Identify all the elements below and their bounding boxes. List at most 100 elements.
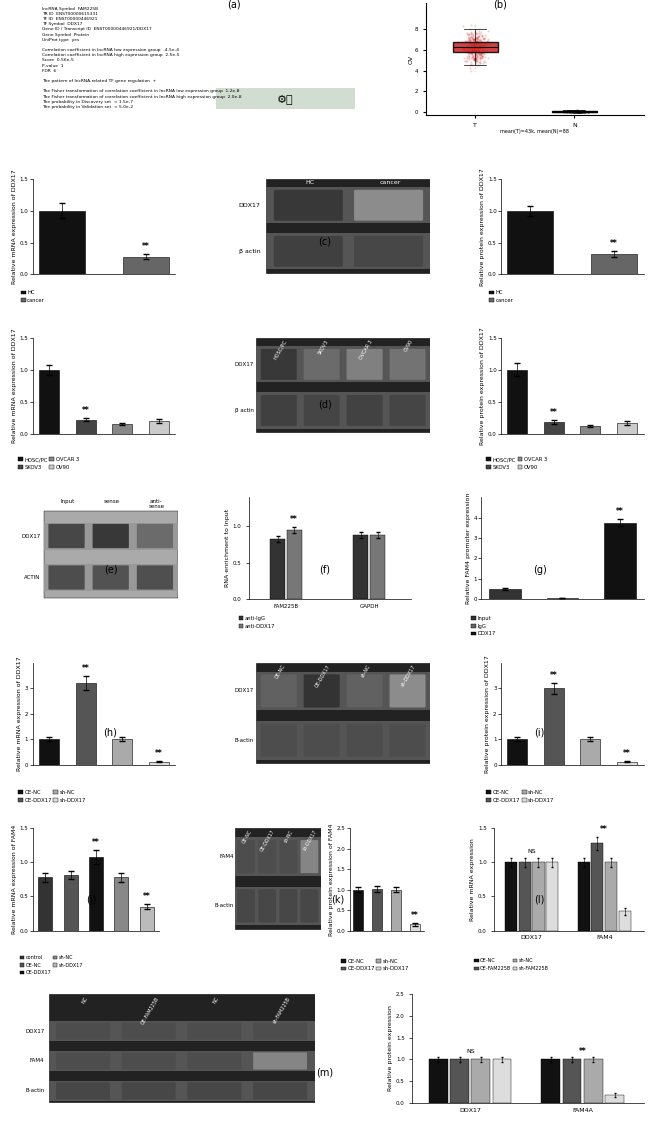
Bar	[354, 535, 369, 600]
Point	[567, 102, 577, 120]
Point	[474, 36, 485, 54]
Point	[472, 56, 482, 74]
Point	[469, 51, 480, 69]
Text: The probability in Validation set  < 5.0e-2: The probability in Validation set < 5.0e…	[42, 104, 134, 109]
FancyBboxPatch shape	[274, 236, 343, 267]
Point	[577, 103, 587, 121]
Point	[467, 40, 478, 58]
Point	[469, 37, 480, 55]
Point	[563, 102, 573, 120]
Point	[469, 28, 480, 46]
Point	[469, 24, 480, 42]
Point	[464, 29, 474, 47]
Point	[473, 35, 484, 53]
Y-axis label: OV: OV	[408, 55, 413, 64]
Point	[471, 45, 482, 63]
Point	[457, 34, 467, 52]
Point	[462, 39, 473, 57]
Point	[571, 102, 581, 120]
Point	[469, 40, 480, 58]
Point	[469, 43, 479, 61]
Point	[468, 43, 478, 61]
Point	[474, 36, 484, 54]
Point	[465, 39, 475, 57]
Bar	[112, 739, 132, 765]
Point	[469, 40, 479, 58]
Point	[473, 29, 483, 47]
Point	[466, 27, 476, 45]
FancyBboxPatch shape	[346, 675, 383, 707]
Point	[575, 103, 586, 121]
Point	[560, 102, 570, 120]
Point	[477, 38, 488, 56]
Bar	[39, 369, 59, 433]
Point	[472, 43, 482, 61]
Point	[476, 45, 487, 63]
Point	[467, 35, 477, 53]
Point	[480, 36, 490, 54]
Text: OVCAR 3: OVCAR 3	[358, 339, 374, 360]
Bar	[591, 254, 637, 274]
Point	[482, 44, 492, 62]
Point	[475, 36, 486, 54]
Point	[562, 102, 572, 120]
Point	[469, 47, 480, 65]
Point	[571, 103, 582, 121]
Point	[471, 48, 481, 66]
Point	[567, 102, 577, 120]
Point	[472, 40, 482, 58]
Point	[480, 35, 491, 53]
Point	[473, 35, 483, 53]
Point	[474, 38, 485, 56]
Point	[476, 44, 487, 62]
FancyBboxPatch shape	[187, 1052, 241, 1069]
Point	[478, 47, 488, 65]
Point	[470, 42, 480, 60]
Point	[476, 34, 487, 52]
Point	[476, 40, 487, 58]
Point	[567, 102, 577, 120]
Point	[575, 102, 585, 120]
Point	[480, 53, 490, 71]
Point	[462, 37, 473, 55]
Bar	[617, 423, 637, 433]
Bar	[75, 420, 96, 433]
Point	[466, 24, 476, 42]
Bar	[287, 530, 302, 600]
Text: ⚙🚜: ⚙🚜	[277, 93, 294, 103]
Text: DDX17: DDX17	[234, 362, 254, 367]
Point	[471, 54, 481, 72]
Point	[471, 42, 481, 60]
Point	[475, 36, 486, 54]
Point	[471, 35, 482, 53]
Point	[460, 39, 471, 57]
Bar	[49, 1051, 318, 1071]
Point	[462, 37, 472, 55]
Point	[462, 34, 473, 52]
Point	[476, 38, 486, 56]
FancyBboxPatch shape	[56, 1023, 110, 1040]
Point	[467, 40, 477, 58]
Bar	[391, 889, 402, 931]
Point	[475, 51, 486, 69]
Point	[567, 102, 578, 120]
Bar	[39, 211, 85, 274]
Point	[473, 39, 484, 57]
Point	[467, 39, 478, 57]
FancyBboxPatch shape	[237, 840, 255, 874]
Point	[463, 39, 474, 57]
Point	[466, 53, 476, 71]
Text: sh-NC: sh-NC	[360, 664, 372, 678]
Point	[575, 103, 585, 121]
Text: (k): (k)	[332, 895, 344, 905]
Point	[471, 45, 481, 63]
Text: DDX17: DDX17	[21, 533, 40, 539]
Text: TR ID  ENST00000615331: TR ID ENST00000615331	[42, 12, 99, 16]
FancyBboxPatch shape	[187, 1083, 241, 1099]
Point	[480, 26, 490, 44]
Point	[478, 37, 488, 55]
Text: **: **	[92, 838, 100, 847]
Text: cancer: cancer	[380, 180, 401, 184]
Point	[467, 37, 477, 55]
Point	[467, 29, 477, 47]
